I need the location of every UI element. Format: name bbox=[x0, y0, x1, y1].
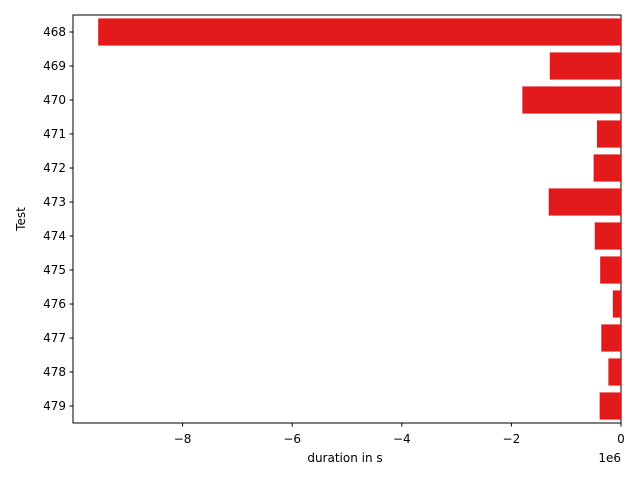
y-tick-label: 479 bbox=[43, 399, 66, 413]
bar-470 bbox=[522, 86, 621, 114]
bar-471 bbox=[596, 120, 621, 148]
bar-479 bbox=[599, 392, 621, 420]
bar-474 bbox=[594, 222, 621, 250]
y-tick-label: 473 bbox=[43, 195, 66, 209]
x-tick-label: −8 bbox=[174, 432, 192, 446]
bar-475 bbox=[600, 256, 621, 284]
bar-476 bbox=[612, 290, 621, 318]
bars-group bbox=[98, 18, 621, 420]
bar-472 bbox=[593, 154, 621, 182]
bar-468 bbox=[98, 18, 621, 46]
bar-478 bbox=[608, 358, 621, 386]
y-tick-label: 470 bbox=[43, 93, 66, 107]
x-axis-ticks: −8 −6 −4 −2 0 bbox=[174, 423, 625, 446]
y-tick-label: 469 bbox=[43, 59, 66, 73]
y-tick-label: 475 bbox=[43, 263, 66, 277]
x-tick-label: −2 bbox=[503, 432, 521, 446]
x-tick-label: −6 bbox=[283, 432, 301, 446]
y-axis-ticks: 468 469 470 471 472 473 474 475 476 477 478 479 bbox=[43, 25, 73, 413]
x-axis-offset-label: 1e6 bbox=[598, 451, 621, 465]
y-tick-label: 472 bbox=[43, 161, 66, 175]
bar-473 bbox=[548, 188, 621, 216]
x-tick-label: 0 bbox=[617, 432, 625, 446]
y-tick-label: 478 bbox=[43, 365, 66, 379]
y-axis-title: Test bbox=[14, 207, 28, 232]
plot-area bbox=[72, 14, 622, 424]
x-axis-title: duration in s bbox=[307, 451, 382, 465]
y-tick-label: 476 bbox=[43, 297, 66, 311]
y-tick-label: 477 bbox=[43, 331, 66, 345]
bar-469 bbox=[549, 52, 621, 80]
y-tick-label: 468 bbox=[43, 25, 66, 39]
y-tick-label: 474 bbox=[43, 229, 66, 243]
y-tick-label: 471 bbox=[43, 127, 66, 141]
bar-477 bbox=[601, 324, 621, 352]
x-tick-label: −4 bbox=[393, 432, 411, 446]
